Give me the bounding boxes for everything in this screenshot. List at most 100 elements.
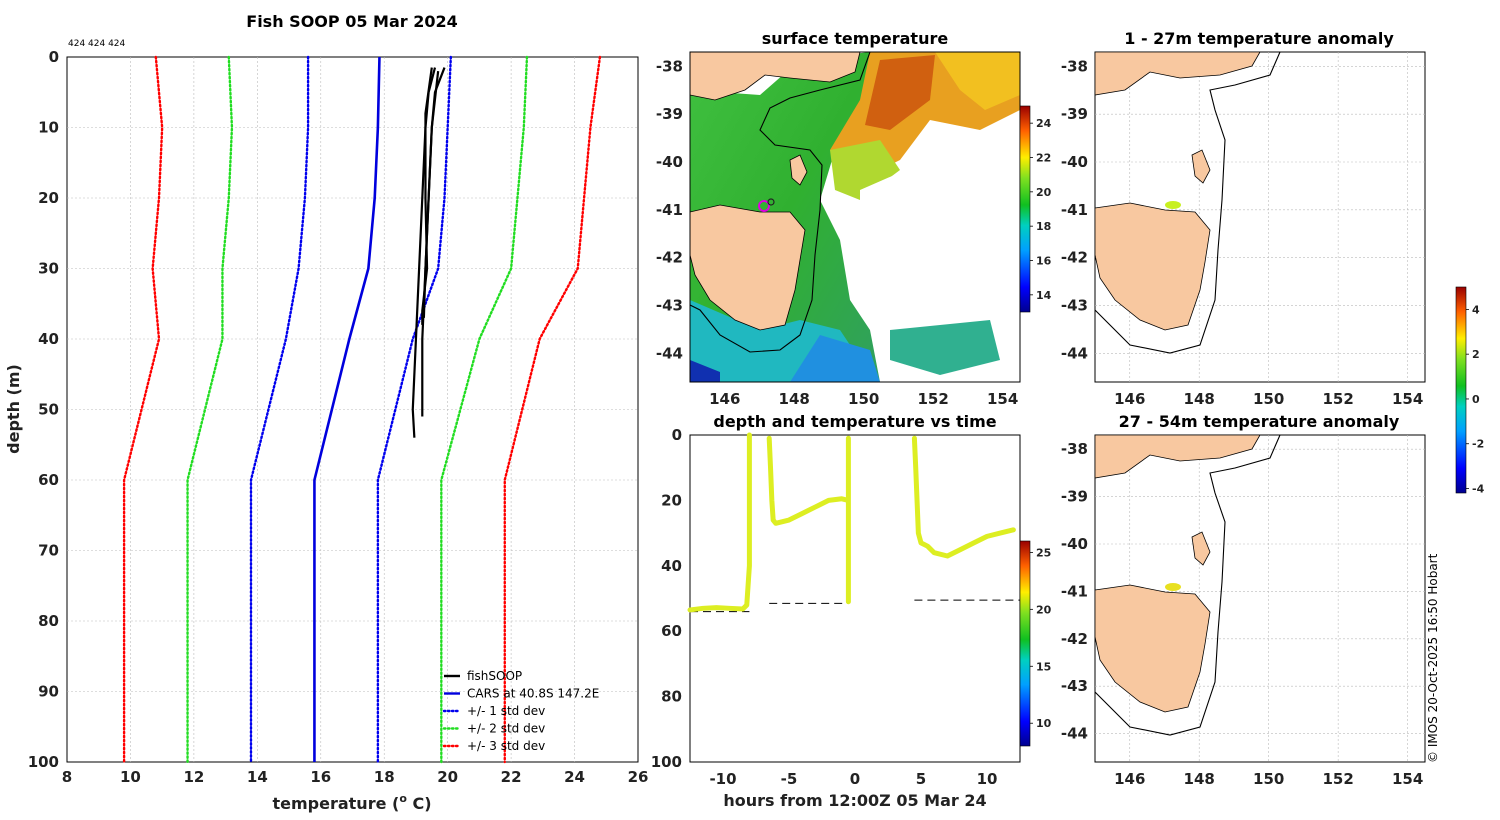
anom1-shelf-contour [1094, 51, 1281, 354]
sst-shelf-contour [690, 52, 871, 353]
time-colorbar-tick-label: 20 [1036, 603, 1052, 616]
sst-ytick-label: -41 [656, 201, 683, 219]
time-panel: depth and temperature vs time -10 -5 0 5 100… [651, 412, 1052, 810]
anom1-land-flinders [1191, 149, 1211, 184]
anom2-ytick-label: -39 [1061, 488, 1088, 506]
anom1-panel: 1 - 27m temperature anomaly 146 148 150 152… [1061, 29, 1426, 408]
time-dashed-references [690, 599, 1020, 613]
anom2-land-tasmania [1094, 584, 1211, 713]
anom1-ytick-label: -38 [1061, 57, 1088, 75]
anom2-panel: 27 - 54m temperature anomaly 146 148 150 15… [1061, 412, 1426, 788]
sst-cloud-gap [860, 120, 1020, 320]
anom1-map [1094, 51, 1281, 354]
profile-panel: Fish SOOP 05 Mar 2024 424 424 424 8 10 12 1… [4, 12, 648, 813]
time-xlabel: hours from 12:00Z 05 Mar 24 [723, 791, 986, 810]
profile-legend-label: +/- 1 std dev [467, 704, 545, 718]
anom1-ytick-label: -43 [1061, 296, 1088, 314]
anom2-xtick-label: 154 [1392, 770, 1423, 788]
profile-xtick-label: 22 [501, 768, 522, 786]
profile-ytick-label: 80 [38, 612, 59, 630]
profile-xtick-label: 14 [247, 768, 268, 786]
sst-land-tasmania [690, 204, 806, 331]
profile-xtick-label: 16 [310, 768, 331, 786]
anom2-anomaly-points [1165, 583, 1181, 591]
time-colorbar-tick-label: 10 [1036, 717, 1052, 730]
anom1-ytick-label: -40 [1061, 153, 1088, 171]
profile-series-line [186, 55, 234, 764]
anom2-xtick-label: 146 [1114, 770, 1145, 788]
sst-ytick-label: -43 [656, 296, 683, 314]
sst-xtick-label: 148 [779, 390, 810, 408]
sst-ytick-label: -42 [656, 249, 683, 267]
anom2-grid [1095, 435, 1425, 762]
profile-ylabel: depth (m) [4, 364, 23, 454]
anom1-xtick-label: 154 [1392, 390, 1423, 408]
profile-ytick-label: 30 [38, 260, 59, 278]
profile-series-line [313, 56, 381, 762]
time-ytick-label: 0 [672, 426, 682, 444]
profile-series-line [440, 55, 529, 764]
anom1-ytick-label: -42 [1061, 249, 1088, 267]
profile-ytick-label: 40 [38, 330, 59, 348]
profile-title: Fish SOOP 05 Mar 2024 [246, 12, 457, 31]
sst-map [690, 52, 1020, 382]
profile-series [122, 55, 602, 764]
profile-xtick-label: 18 [374, 768, 395, 786]
profile-legend: fishSOOP CARS at 40.8S 147.2E +/- 1 std de… [442, 669, 599, 753]
anom2-ytick-label: -44 [1061, 725, 1088, 743]
time-colorbar-tick-label: 15 [1036, 660, 1051, 673]
sst-ytick-label: -44 [656, 344, 683, 362]
sst-ytick-label: -39 [656, 105, 683, 123]
time-ytick-label: 20 [661, 491, 682, 509]
profile-ytick-label: 20 [38, 189, 59, 207]
profile-legend-label: +/- 2 std dev [467, 722, 545, 736]
profile-series-line [503, 55, 602, 764]
anomaly-colorbar-tick-label: -4 [1472, 483, 1485, 496]
anom1-land-mainland [1094, 51, 1261, 96]
time-axes-box [689, 434, 1021, 763]
profile-legend-label: fishSOOP [467, 669, 522, 683]
sst-colorbar-tick-label: 16 [1036, 255, 1052, 268]
anom2-map [1094, 434, 1281, 736]
anom2-tick-labels: 146 148 150 152 154 -38 -39 -40 -41 -42 -43 -44 [1061, 440, 1423, 788]
sst-xtick-label: 152 [918, 390, 949, 408]
anom1-anomaly-points [1165, 201, 1181, 209]
time-ytick-label: 60 [661, 622, 682, 640]
profile-grid [67, 57, 638, 762]
sst-xtick-label: 146 [709, 390, 740, 408]
anomaly-colorbar-tick-label: -2 [1472, 438, 1484, 451]
sst-tick-labels: 146 148 150 152 154 -38 -39 -40 -41 -42 -43 -44 [656, 57, 1018, 408]
anom2-ytick-label: -43 [1061, 677, 1088, 695]
time-xtick-label: -10 [709, 770, 736, 788]
time-track [911, 435, 1016, 559]
time-xtick-label: 5 [916, 770, 926, 788]
profile-xlabel: temperature (o C) [272, 792, 431, 813]
anom1-xtick-label: 150 [1253, 390, 1284, 408]
anomaly-colorbar-ticks: -4 -2 0 2 4 [1466, 303, 1485, 496]
anom2-ytick-label: -41 [1061, 582, 1088, 600]
profile-series-line [122, 55, 164, 764]
profile-xtick-label: 12 [183, 768, 204, 786]
anom2-land-mainland [1094, 434, 1261, 479]
profile-legend-label: +/- 3 std dev [467, 739, 545, 753]
sst-teal-patch [890, 320, 1000, 375]
sst-ytick-label: -40 [656, 153, 683, 171]
profile-legend-label: CARS at 40.8S 147.2E [467, 687, 599, 701]
profile-xtick-label: 8 [62, 768, 72, 786]
time-colorbar-tick-label: 25 [1036, 546, 1051, 559]
time-ytick-label: 40 [661, 557, 682, 575]
profile-annotation: 424 424 424 [68, 39, 126, 49]
anom2-ytick-label: -42 [1061, 630, 1088, 648]
profile-xtick-label: 10 [120, 768, 141, 786]
profile-xtick-label: 20 [437, 768, 458, 786]
profile-ytick-label: 10 [38, 119, 59, 137]
time-ytick-label: 100 [651, 753, 682, 771]
time-track [766, 435, 851, 605]
sst-lime-patch [830, 140, 900, 200]
anomaly-colorbar-tick-label: 2 [1472, 348, 1480, 361]
sst-vessel-marker-2 [767, 198, 775, 206]
sst-colorbar-ticks: 14 16 18 20 22 24 [1030, 117, 1052, 302]
sst-land-mainland [690, 52, 861, 101]
